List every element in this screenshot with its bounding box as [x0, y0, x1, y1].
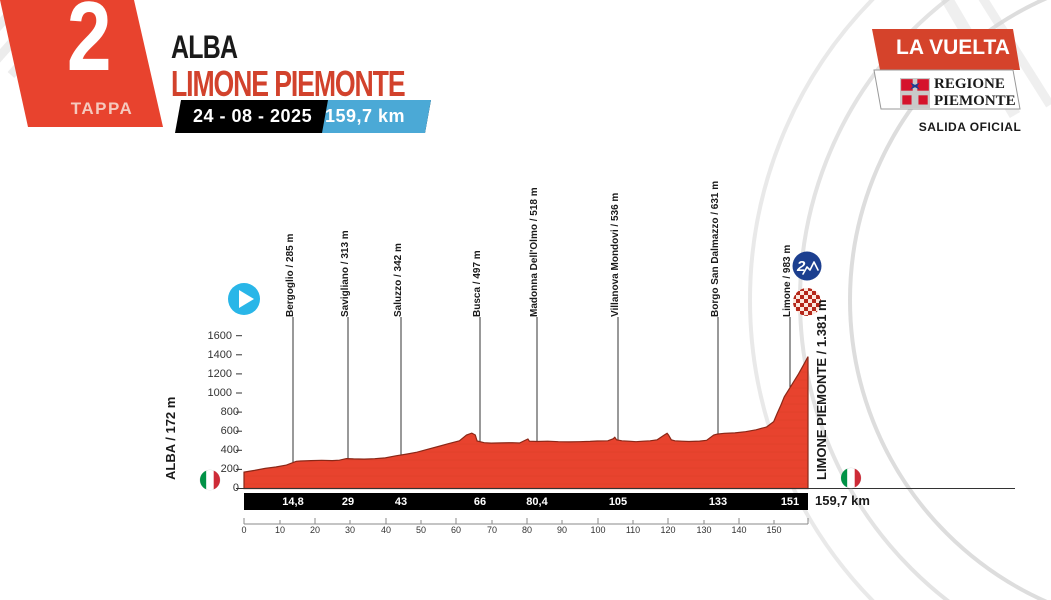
svg-text:159,7 km: 159,7 km — [815, 493, 870, 508]
svg-text:130: 130 — [696, 525, 711, 535]
svg-text:150: 150 — [766, 525, 781, 535]
svg-text:10: 10 — [275, 525, 285, 535]
svg-text:43: 43 — [395, 496, 407, 508]
svg-text:100: 100 — [590, 525, 605, 535]
svg-text:140: 140 — [731, 525, 746, 535]
svg-text:50: 50 — [416, 525, 426, 535]
svg-text:80: 80 — [522, 525, 532, 535]
svg-text:120: 120 — [660, 525, 675, 535]
svg-text:70: 70 — [487, 525, 497, 535]
svg-text:60: 60 — [451, 525, 461, 535]
svg-text:151: 151 — [781, 496, 799, 508]
svg-text:80,4: 80,4 — [526, 496, 548, 508]
svg-text:14,8: 14,8 — [282, 496, 303, 508]
svg-text:40: 40 — [381, 525, 391, 535]
svg-text:133: 133 — [709, 496, 727, 508]
svg-text:29: 29 — [342, 496, 354, 508]
svg-text:30: 30 — [345, 525, 355, 535]
svg-text:110: 110 — [626, 525, 640, 535]
svg-text:0: 0 — [241, 525, 246, 535]
svg-text:66: 66 — [474, 496, 486, 508]
svg-text:105: 105 — [609, 496, 627, 508]
svg-text:20: 20 — [310, 525, 320, 535]
svg-text:90: 90 — [557, 525, 567, 535]
